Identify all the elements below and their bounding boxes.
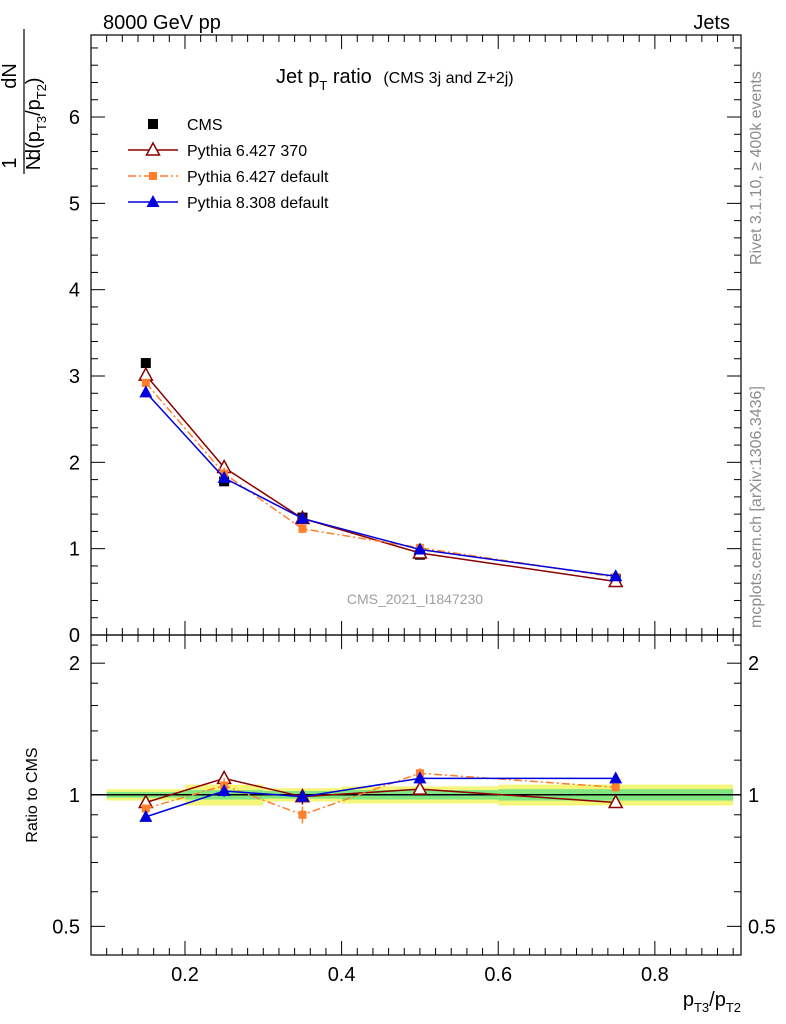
xlabel-sub2: T2	[726, 1000, 741, 1015]
ratio-y-tick-label-right: 2	[748, 653, 759, 675]
ratio-y-tick-label-left: 1	[69, 785, 80, 807]
ratio-point	[217, 784, 231, 797]
y-tick-label: 4	[69, 280, 80, 302]
legend: CMS Pythia 6.427 370 Pythia 6.427 default P…	[128, 117, 329, 212]
legend-marker	[145, 141, 161, 156]
mcplots-side-text: mcplots.cern.ch [arXiv:1306.3436]	[748, 386, 765, 628]
main-series-line	[145, 382, 616, 578]
main-y-axis-label: 1 N dN d(pT3/pT2)	[0, 29, 49, 174]
ylabel-num: dN	[0, 63, 21, 89]
ylabel-N: N	[23, 156, 45, 170]
x-axis-label: pT3/pT2	[683, 989, 741, 1015]
xlabel-mid: /p	[709, 989, 726, 1011]
main-point	[609, 569, 623, 582]
legend-label: Pythia 8.308 default	[187, 195, 329, 212]
xlabel-p1: p	[683, 989, 694, 1011]
header-left: 8000 GeV pp	[103, 12, 221, 34]
xlabel-sub1: T3	[694, 1000, 709, 1015]
ratio-point	[141, 804, 150, 813]
ratio-y-tick-label-left: 0.5	[52, 916, 80, 938]
main-series-line	[145, 391, 616, 578]
legend-label: CMS	[187, 117, 223, 134]
y-tick-label: 2	[69, 452, 80, 474]
ylabel-sub1: T3	[34, 116, 49, 131]
y-tick-label: 1	[69, 539, 80, 561]
y-tick-label: 6	[69, 107, 80, 129]
legend-marker	[148, 119, 158, 129]
x-tick-label: 0.6	[484, 964, 512, 986]
main-panel: 0 1 2 3 4 5 6 CMS_2021_I1847230 Jet pT ratio (…	[0, 29, 742, 647]
legend-marker	[146, 195, 160, 207]
ylabel-mid: /p	[23, 99, 45, 116]
main-point	[295, 511, 309, 524]
main-series-pythia-8-308-default	[139, 385, 623, 582]
main-series-pythia-6-427-default	[141, 378, 620, 582]
ratio-y-tick-label-right: 0.5	[748, 916, 776, 938]
y-tick-label: 5	[69, 193, 80, 215]
ylabel-sub2: T2	[34, 84, 49, 99]
ratio-y-tick-label-left: 2	[69, 653, 80, 675]
ratio-point	[295, 789, 309, 802]
ratio-series-pythia-8-308-default	[139, 771, 623, 822]
ratio-point	[611, 783, 620, 792]
rivet-side-text: Rivet 3.1.10, ≥ 400k events	[748, 71, 765, 265]
ratio-point	[139, 809, 153, 822]
svg-text:Jet pT ratio (CMS 3j a: Jet pT ratio (CMS 3j and Z+2j)	[276, 66, 514, 93]
ratio-y-label: Ratio to CMS	[24, 747, 41, 842]
ratio-panel: 0.5 0.5 1 1 2 2 0.2 0.4 0.6 0.8 Ratio to CMS pT3…	[24, 634, 776, 1015]
x-tick-label: 0.2	[171, 964, 199, 986]
main-point	[140, 358, 151, 369]
main-point	[298, 524, 307, 533]
watermark: CMS_2021_I1847230	[347, 591, 483, 607]
main-series-pythia-6-427-370	[138, 366, 624, 588]
y-tick-label: 3	[69, 366, 80, 388]
main-point	[141, 378, 150, 387]
title-note: (CMS 3j and Z+2j)	[383, 70, 513, 87]
x-tick-label: 0.4	[328, 964, 356, 986]
ratio-point	[607, 793, 624, 809]
legend-label: Pythia 6.427 default	[187, 169, 329, 186]
main-series-cms	[140, 358, 621, 584]
main-point	[413, 542, 427, 555]
main-point	[217, 470, 231, 483]
x-tick-label: 0.8	[641, 964, 669, 986]
chart-title: Jet pT ratio (CMS 3j and Z+2j)	[276, 66, 514, 93]
ratio-point	[609, 771, 623, 784]
ylabel-den-prefix: d(p	[23, 131, 45, 160]
ratio-point	[412, 780, 428, 795]
main-series-line	[145, 374, 616, 583]
ratio-point	[298, 810, 307, 819]
main-series-group	[138, 358, 624, 588]
ratio-series-group	[138, 768, 624, 824]
title-main: Jet p	[276, 66, 319, 88]
main-point	[138, 366, 154, 381]
ratio-point	[413, 771, 427, 784]
ylabel-one: 1	[0, 157, 21, 168]
header-right: Jets	[693, 12, 730, 34]
title-rest: ratio	[327, 66, 371, 88]
legend-marker	[149, 172, 157, 180]
main-point	[139, 385, 153, 398]
ratio-y-tick-label-right: 1	[748, 785, 759, 807]
ylabel-close: )	[23, 77, 45, 84]
legend-label: Pythia 6.427 370	[187, 143, 307, 160]
main-y-axis: 0 1 2 3 4 5 6	[69, 47, 741, 647]
y-tick-label: 0	[69, 625, 80, 647]
ratio-x-axis: 0.2 0.4 0.6 0.8	[106, 635, 734, 986]
svg-text:d(pT3/pT2): d(pT3/pT2)	[23, 77, 49, 160]
title-sub: T	[319, 78, 327, 93]
main-x-ticks	[106, 35, 734, 635]
